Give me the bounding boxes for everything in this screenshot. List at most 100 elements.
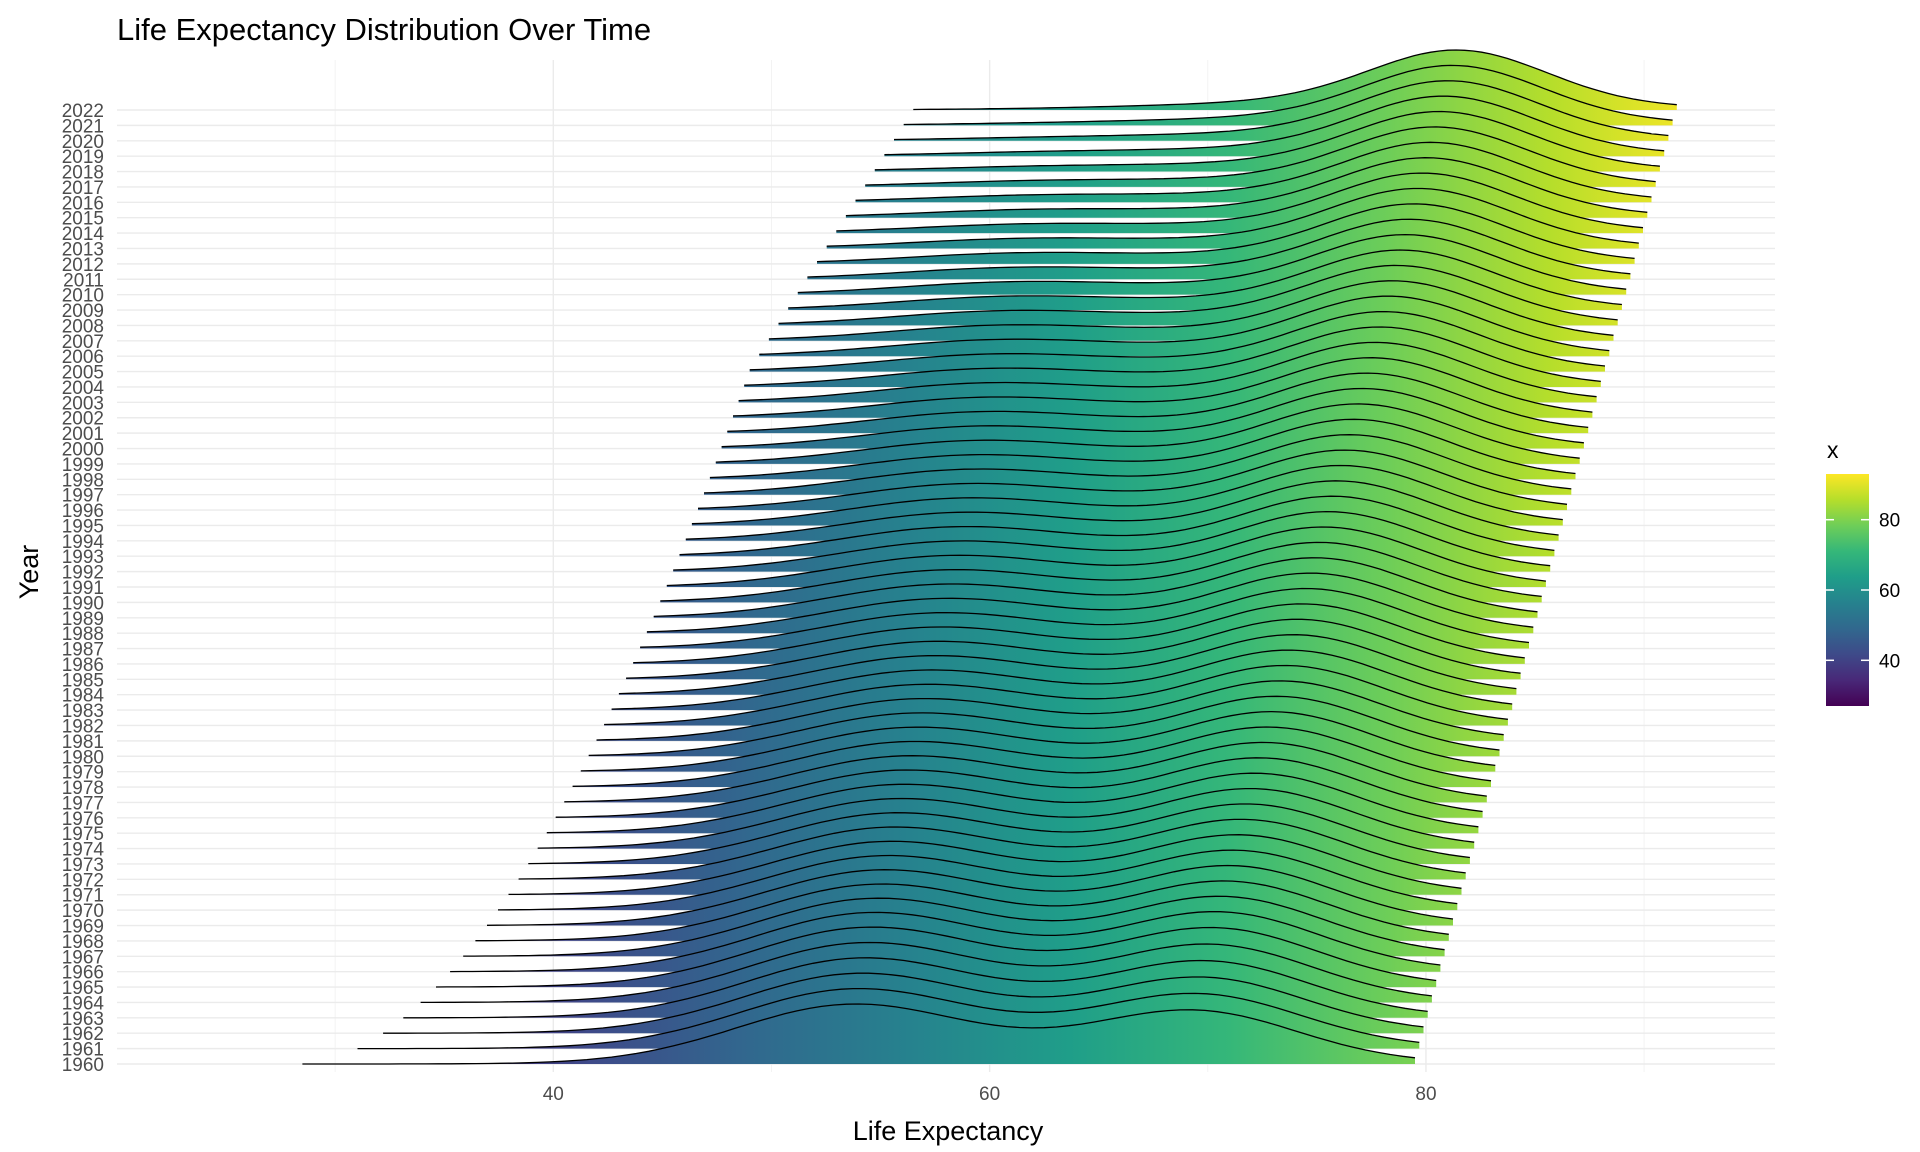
ridge-line-1968 [475,880,1449,942]
y-tick-label: 1978 [62,778,104,799]
ridge-line-1992 [673,510,1551,571]
ridge-line-1981 [596,680,1504,741]
x-tick-label: 80 [1415,1084,1436,1105]
y-tick-label: 2021 [62,116,104,137]
ridge-line-2010 [797,233,1627,294]
y-tick-label: 1998 [62,470,104,491]
y-tick-label: 1960 [62,1055,104,1076]
y-tick-label: 2003 [62,393,104,414]
ridge-line-2020 [893,80,1669,141]
ridge-line-2003 [738,341,1597,402]
ridge-line-1983 [611,649,1513,710]
y-tick-label: 2005 [62,363,104,384]
ridge-line-2013 [826,187,1639,247]
y-tick-label: 1991 [62,578,104,599]
y-tick-label: 2015 [62,209,104,230]
y-tick-label: 1995 [62,516,104,537]
y-tick-label: 1971 [62,886,104,907]
y-tick-label: 1993 [62,547,104,568]
ridge-line-2007 [768,280,1614,340]
ridge-line-2004 [744,326,1601,386]
x-axis-title: Life Expectancy [853,1116,1044,1146]
y-tick-label: 1981 [62,732,104,753]
ridge-line-1989 [653,557,1538,618]
y-tick-label: 1961 [62,1040,104,1061]
ridge-line-2006 [759,295,1610,355]
y-tick-label: 2008 [62,316,104,337]
ridge-line-2012 [816,203,1635,263]
x-tick-label: 60 [979,1084,1000,1105]
ridge-line-2001 [727,372,1589,432]
ridge-line-1982 [604,664,1508,726]
y-tick-label: 2013 [62,239,104,260]
y-tick-label: 1988 [62,624,104,645]
y-axis-ticks: 1960196119621963196419651966196719681969… [62,101,105,1076]
y-tick-label: 1963 [62,1009,104,1030]
ridge-line-1971 [508,834,1462,896]
ridge-line-1998 [709,418,1576,479]
ridge-line-2022 [913,49,1677,111]
ridge-line-2017 [865,126,1656,186]
chart-title: Life Expectancy Distribution Over Time [117,12,651,47]
legend: x 40 60 80 [1826,437,1900,706]
y-tick-label: 1974 [62,840,105,861]
ridge-line-2008 [778,264,1618,325]
ridge-line-2011 [807,218,1631,278]
ridge-line-2000 [721,387,1584,448]
y-tick-label: 1972 [62,870,104,891]
y-tick-label: 1976 [62,809,104,830]
ridge-line-2015 [845,157,1648,217]
ridge-line-1967 [463,895,1445,957]
y-tick-label: 1970 [62,901,104,922]
ridge-line-1976 [555,757,1483,818]
y-tick-label: 1973 [62,855,104,876]
ridge-line-2018 [874,110,1660,171]
y-tick-label: 2000 [62,440,104,461]
y-tick-label: 1986 [62,655,104,676]
legend-tick-label: 60 [1879,581,1900,602]
y-axis-title: Year [14,545,44,600]
ridge-fill-1960 [302,1004,1415,1064]
ridge-line-1987 [640,587,1530,648]
ridge-line-2002 [732,357,1593,417]
ridge-line-1980 [588,695,1500,757]
y-tick-label: 1985 [62,670,104,691]
ridge-line-1969 [486,864,1454,926]
y-tick-label: 1969 [62,917,104,938]
ridge-line-2019 [884,95,1665,156]
ridge-line-1999 [715,403,1580,463]
legend-tick-label: 40 [1879,651,1900,672]
ridge-line-1994 [685,480,1559,540]
y-tick-label: 1968 [62,932,104,953]
ridge-line-2021 [903,64,1673,126]
y-tick-label: 2016 [62,193,104,214]
y-tick-label: 1989 [62,609,104,630]
y-tick-label: 2014 [62,224,105,245]
y-tick-label: 2007 [62,332,104,353]
y-tick-label: 1977 [62,793,104,814]
ridge-line-2005 [749,310,1606,371]
y-tick-label: 2002 [62,409,104,430]
ridge-line-1979 [580,710,1496,772]
y-tick-label: 2004 [62,378,105,399]
ridge-line-1991 [666,526,1546,587]
legend-tick-label: 80 [1879,511,1900,532]
ridge-line-1985 [626,618,1521,679]
y-tick-label: 1975 [62,824,104,845]
y-tick-label: 2020 [62,132,104,153]
ridge-line-1990 [660,541,1542,602]
ridge-line-1988 [646,572,1534,633]
ridges [302,49,1677,1065]
ridge-line-1965 [435,926,1437,988]
ridge-line-1972 [518,818,1466,880]
ridge-line-1960 [302,1003,1416,1065]
y-tick-label: 1983 [62,701,104,722]
ridge-line-1993 [679,495,1555,556]
y-tick-label: 1996 [62,501,104,522]
y-tick-label: 2017 [62,178,104,199]
y-tick-label: 2019 [62,147,104,168]
ridge-line-1964 [420,941,1432,1004]
ridge-line-1975 [546,772,1479,834]
ridge-line-1973 [528,803,1470,865]
legend-title: x [1827,437,1839,463]
